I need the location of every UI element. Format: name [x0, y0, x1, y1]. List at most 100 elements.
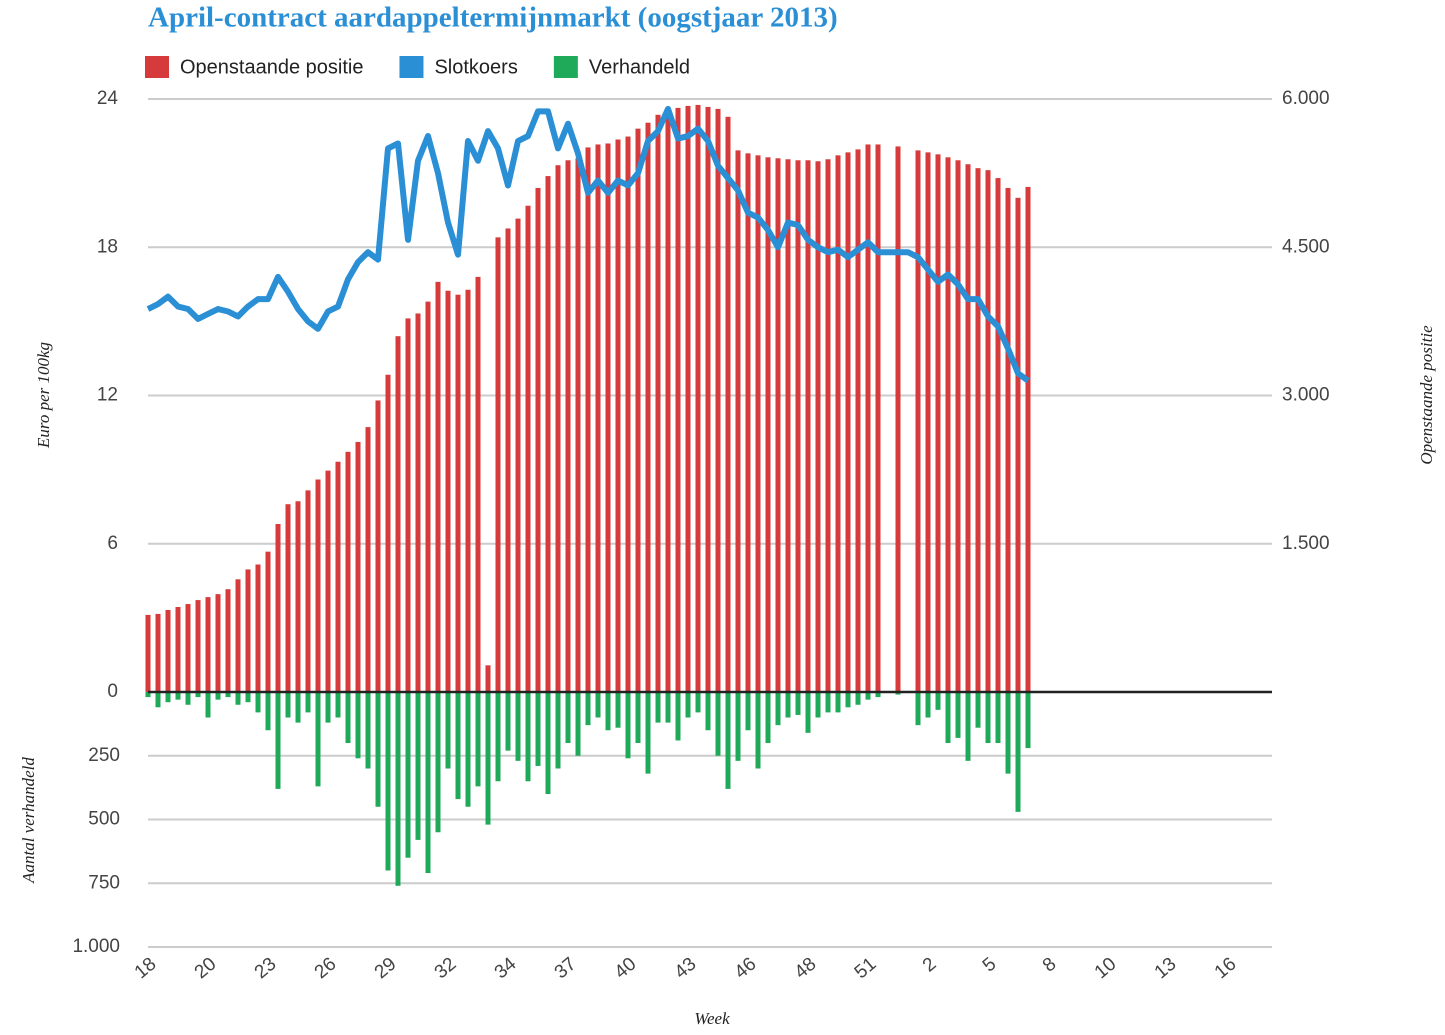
bar [495, 692, 501, 782]
legend-swatch [145, 56, 169, 78]
bar [295, 692, 301, 723]
y-axis-label: Euro per 100kg [34, 342, 53, 449]
y-tick-label: 1.000 [72, 936, 120, 957]
bar [175, 607, 181, 692]
bar [555, 165, 561, 693]
legend-label: Verhandeld [589, 56, 690, 78]
bar [175, 692, 181, 700]
bar [225, 692, 231, 698]
bar [355, 441, 361, 692]
bar [345, 451, 351, 692]
bar [755, 155, 761, 692]
bar [485, 692, 491, 825]
bar [425, 692, 431, 874]
x-tick-label: 20 [191, 954, 221, 984]
bar [395, 692, 401, 886]
bar [395, 336, 401, 692]
bar [535, 692, 541, 766]
y-axis-label: Aantal verhandeld [19, 757, 38, 884]
bar [265, 692, 271, 731]
bar [525, 692, 531, 782]
bar [775, 158, 781, 693]
bar [825, 692, 831, 713]
bar [935, 154, 941, 692]
x-tick-label: 18 [131, 954, 161, 984]
bar [895, 146, 901, 692]
bar [235, 579, 241, 692]
bar [735, 692, 741, 761]
bar [505, 228, 511, 692]
bar [845, 152, 851, 692]
y-tick-label: 250 [88, 745, 120, 766]
line [146, 105, 1030, 384]
bar [945, 692, 951, 743]
bar [445, 692, 451, 769]
legend-label: Slotkoers [434, 56, 517, 78]
bar [515, 692, 521, 761]
x-tick-label: 8 [1039, 954, 1061, 977]
bar [635, 128, 641, 692]
bar [715, 108, 721, 693]
bar [285, 692, 291, 718]
bar [335, 692, 341, 718]
bar [425, 301, 431, 692]
bar [475, 692, 481, 787]
bar [275, 692, 281, 789]
bar [625, 136, 631, 693]
x-tick-label: 40 [611, 954, 641, 984]
bar [985, 692, 991, 743]
bar [185, 604, 191, 692]
y2-axis-label: Openstaande positie [1417, 325, 1436, 465]
y-tick-label: 750 [88, 872, 120, 893]
bar [695, 104, 701, 693]
bar [755, 692, 761, 769]
bar [665, 692, 671, 723]
bar [995, 178, 1001, 693]
y-tick-label: 0 [107, 681, 118, 702]
bar [1025, 186, 1031, 692]
y2-tick-label: 3.000 [1282, 385, 1330, 406]
bar [555, 692, 561, 769]
bar [735, 150, 741, 693]
bar [925, 152, 931, 692]
bar [875, 144, 881, 693]
bar [745, 692, 751, 731]
bar [925, 692, 931, 718]
bar [1015, 197, 1021, 693]
bar [405, 318, 411, 692]
bar [915, 150, 921, 693]
bar [205, 597, 211, 692]
bar [155, 613, 161, 692]
bar [935, 692, 941, 710]
bar [1025, 692, 1031, 749]
bar [165, 692, 171, 703]
bar [955, 692, 961, 738]
bar [305, 490, 311, 692]
bar [955, 160, 961, 692]
bar [615, 692, 621, 728]
bar [595, 692, 601, 718]
bar [255, 692, 261, 713]
bar [805, 160, 811, 692]
bar [685, 105, 691, 692]
y-tick-label: 12 [97, 385, 118, 406]
bar [675, 107, 681, 692]
bar [385, 692, 391, 871]
bar [515, 218, 521, 693]
bar [575, 158, 581, 693]
bar [985, 170, 991, 692]
bar [275, 523, 281, 692]
bar [915, 692, 921, 726]
x-tick-label: 46 [731, 954, 761, 984]
bar [605, 143, 611, 693]
bar [455, 692, 461, 800]
y2-tick-label: 6.000 [1282, 88, 1330, 109]
bar [705, 106, 711, 692]
bar [375, 692, 381, 807]
bar [585, 147, 591, 692]
x-tick-label: 29 [371, 954, 401, 984]
bar [195, 600, 201, 692]
bar [695, 692, 701, 713]
bar [855, 692, 861, 705]
